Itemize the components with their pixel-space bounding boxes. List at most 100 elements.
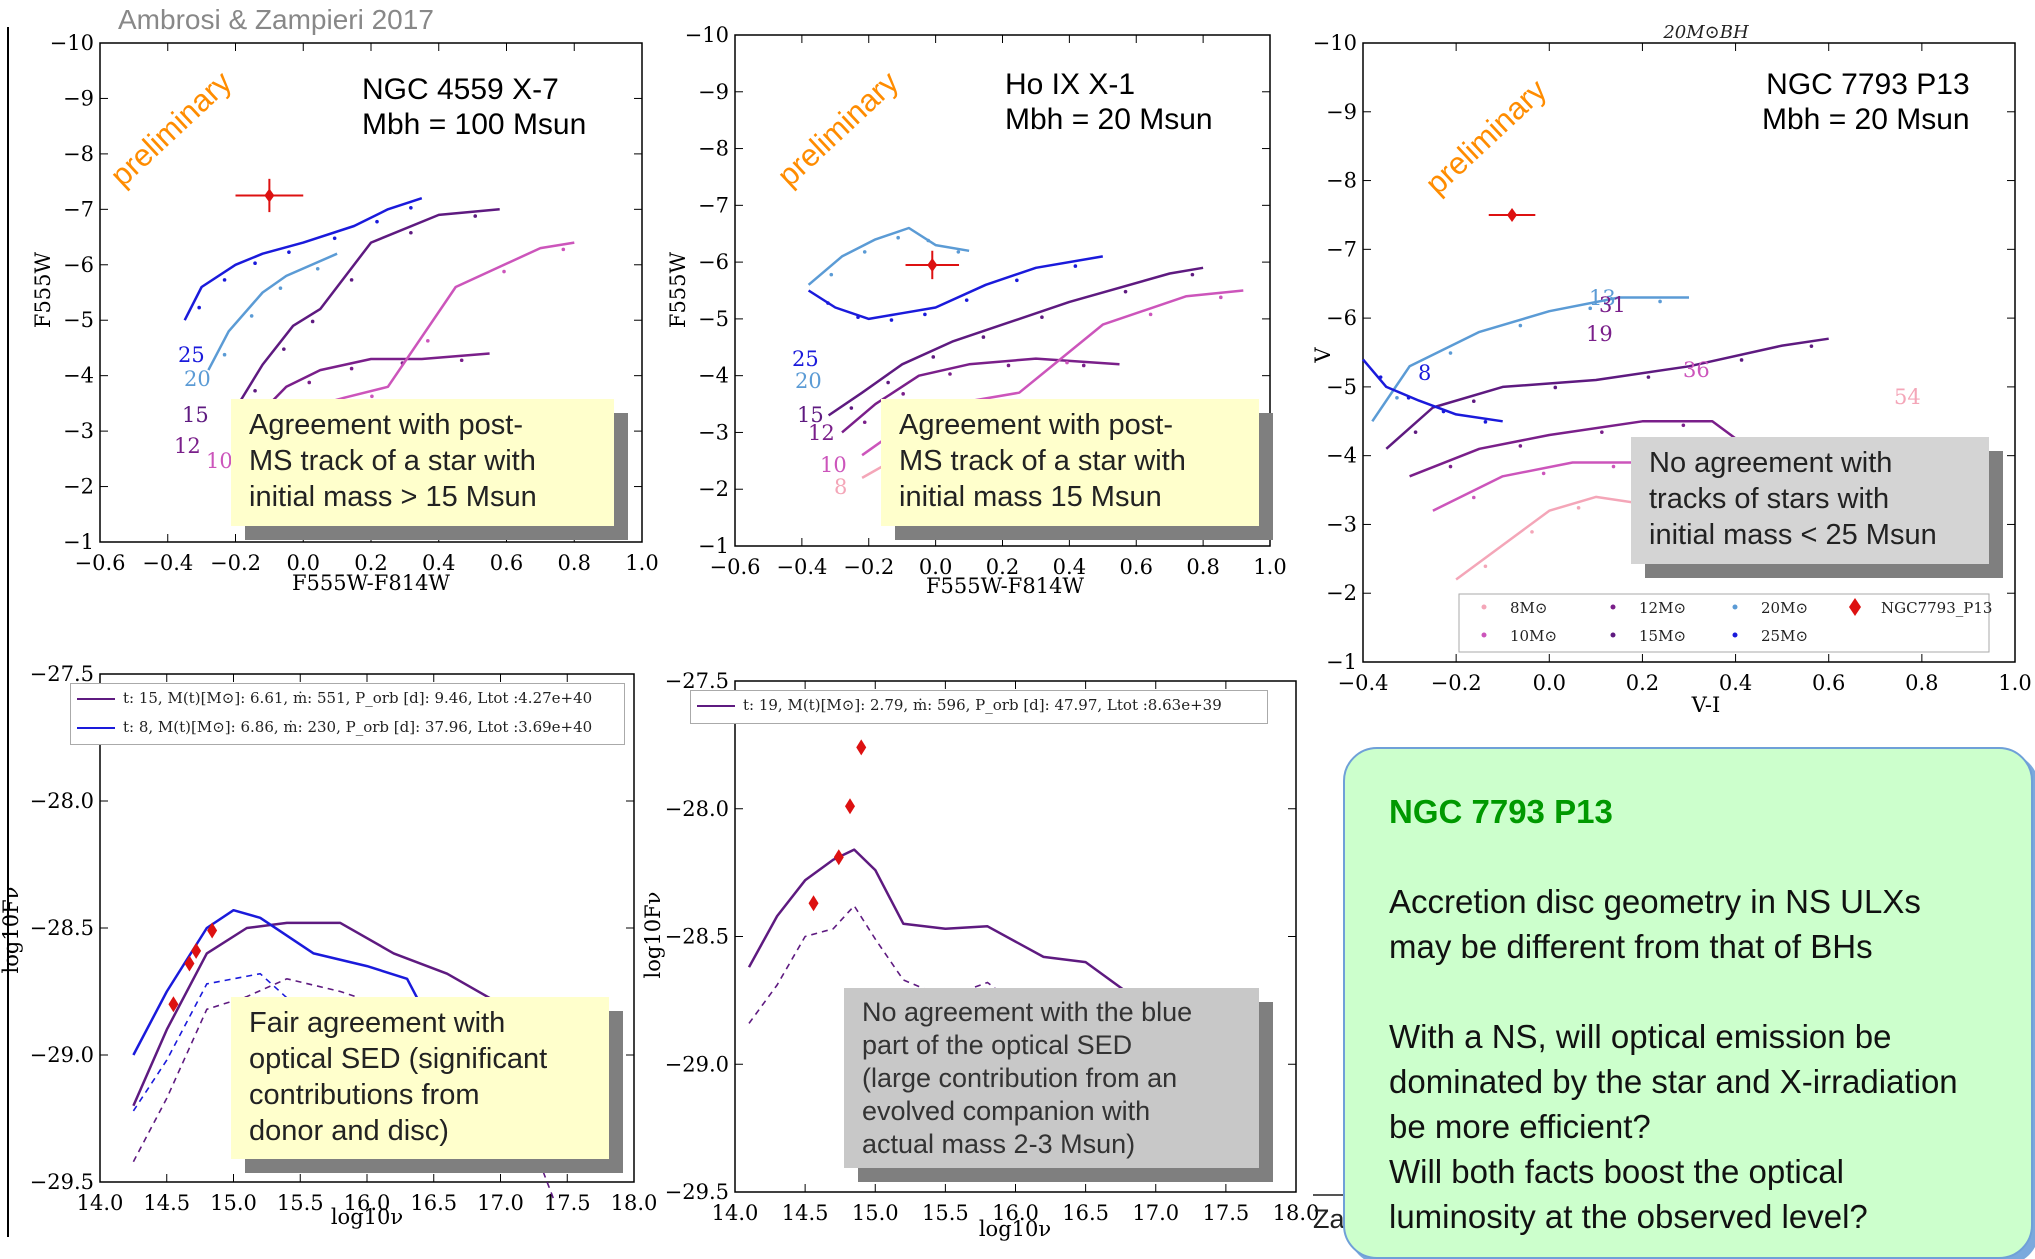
- cmd2-ytick-label: −9: [698, 80, 729, 104]
- cmd3-yaxis-label: V: [1311, 347, 1335, 364]
- cmd2-track-point: [889, 318, 894, 322]
- cmd2-xtick-label: 0.2: [986, 555, 1019, 579]
- cmd3-ytick-label: −3: [1326, 512, 1357, 536]
- cmd2-track-point: [931, 355, 936, 359]
- cmd3-track-label: 19: [1586, 322, 1613, 346]
- cmd3-xtick-label: 1.0: [1998, 671, 2031, 695]
- cmd3-ytick-label: −9: [1326, 100, 1357, 124]
- cmd2-series-line: [841, 357, 1120, 434]
- cmd3-legend-label: 15M⊙: [1639, 627, 1686, 645]
- cmd1-ytick-label: −1: [63, 530, 94, 554]
- cmd1-track-point: [409, 205, 413, 210]
- cmd3-track-label: 8: [1418, 361, 1431, 385]
- callout-paragraph-2: With a NS, will optical emission be domi…: [1389, 1018, 1958, 1145]
- cmd3-series-line: [1409, 420, 1760, 478]
- cmd3-track-point: [1378, 375, 1383, 379]
- panel3-title: NGC 7793 P13 Mbh = 20 Msun: [1762, 67, 1970, 137]
- cmd2-track-point: [1040, 315, 1044, 320]
- note-panel3-line: No agreement with: [1649, 447, 1893, 479]
- cmd2-track-point: [862, 420, 867, 425]
- note-panel1-line: initial mass > 15 Msun: [249, 481, 537, 513]
- cmd1-track-point: [459, 358, 464, 363]
- cmd3-track-point: [1406, 395, 1411, 400]
- left-margin-rule: [7, 27, 9, 1237]
- cmd3-track-label: 54: [1894, 385, 1921, 409]
- cmd2-track-label: 15: [797, 403, 824, 427]
- cmd3-legend-swatch: [1849, 598, 1861, 616]
- sed2-yaxis-label: log10Fν: [641, 892, 665, 979]
- citation: Ambrosi & Zampieri 2017: [118, 4, 434, 35]
- cmd3-track-point: [1739, 358, 1744, 362]
- cmd2-ytick-label: −10: [685, 23, 729, 47]
- cmd1-ytick-label: −2: [63, 475, 94, 499]
- cmd1-track-point: [332, 236, 337, 241]
- note-panel3-line: initial mass < 25 Msun: [1649, 519, 1937, 551]
- cmd2-track-point: [1073, 264, 1078, 268]
- cmd2-track-point: [956, 250, 961, 254]
- sed2-xtick-label: 18.0: [1273, 1201, 1320, 1225]
- cmd3-legend-label: 12M⊙: [1639, 599, 1686, 617]
- cmd1-track-point: [282, 347, 286, 351]
- sed2-xtick-label: 14.0: [712, 1201, 759, 1225]
- cmd1-ytick-label: −9: [63, 86, 94, 110]
- cmd2-track-label: 12: [808, 421, 835, 445]
- sed2-xtick-label: 14.5: [782, 1201, 829, 1225]
- sed2-obs-point: [856, 739, 867, 756]
- sed1-xtick-label: 17.5: [544, 1191, 591, 1215]
- cmd1-track-label: 15: [182, 403, 209, 427]
- callout-title: NGC 7793 P13: [1389, 793, 1613, 830]
- sed1-obs-point: [191, 942, 202, 959]
- cmd2-track-point: [1123, 289, 1128, 294]
- cmd1-series-line: [258, 352, 490, 416]
- cmd2-track-point: [923, 312, 927, 317]
- note-panel5-line: part of the optical SED: [862, 1030, 1133, 1060]
- cmd3-track-point: [1681, 423, 1686, 428]
- cmd3-obs-point: [1507, 207, 1518, 222]
- footer-rule: [1313, 1194, 1353, 1196]
- cmd3-ytick-label: −2: [1326, 581, 1357, 605]
- sed1-legend: t: 15, M(t)[M⊙]: 6.61, ṁ: 551, P_orb [d]…: [70, 683, 625, 745]
- note-panel4-line: Fair agreement with: [249, 1007, 506, 1039]
- cmd1-xtick-label: −0.6: [75, 551, 126, 575]
- cmd3-xtick-label: 0.8: [1905, 671, 1938, 695]
- cmd3-track-point: [1530, 530, 1534, 534]
- cmd2-track-point: [886, 380, 890, 385]
- cmd1-ytick-label: −7: [63, 197, 94, 221]
- cmd3-track-point: [1611, 464, 1616, 469]
- cmd3-track-point: [1541, 471, 1546, 476]
- cmd3-xtick-label: 0.4: [1719, 671, 1752, 695]
- cmd2-ytick-label: −6: [698, 250, 729, 274]
- cmd1-track-point: [307, 380, 312, 385]
- cmd1-ytick-label: −8: [63, 142, 94, 166]
- sed2-xtick-label: 17.0: [1132, 1201, 1179, 1225]
- cmd3-track-point: [1471, 399, 1476, 404]
- cmd3-xtick-label: 0.6: [1812, 671, 1845, 695]
- cmd2-xtick-label: 1.0: [1253, 555, 1286, 579]
- note-panel3-line: tracks of stars with: [1649, 483, 1890, 515]
- cmd1-track-point: [409, 230, 413, 235]
- cmd3-ytick-label: −6: [1326, 306, 1357, 330]
- panel2-title-line1: Ho IX X-1: [1005, 68, 1136, 101]
- cmd2-xtick-label: −0.2: [843, 555, 894, 579]
- sed1-ytick-label: −28.0: [30, 789, 94, 813]
- cmd1-track-point: [370, 394, 374, 399]
- cmd2-ytick-label: −5: [698, 307, 729, 331]
- callout-paragraph-3: Will both facts boost the optical lumino…: [1389, 1153, 1868, 1235]
- cmd1-track-point: [287, 250, 291, 254]
- cmd3-track-point: [1646, 375, 1651, 379]
- cmd2-track-point: [1081, 363, 1086, 368]
- note-panel2-line: Agreement with post-: [899, 409, 1174, 441]
- cmd3-top-label: 20M⊙BH: [1662, 22, 1749, 43]
- cmd1-track-point: [310, 319, 315, 324]
- sed2-ytick-label: −27.5: [665, 669, 729, 693]
- note-panel4-line: optical SED (significant: [249, 1043, 548, 1075]
- cmd2-chart: −0.6 −0.4 −0.2 0.0 0.2 0.4 0.6 0.8 1.0 −10 −9 −8 −7 −…: [666, 23, 1287, 598]
- cmd3-xtick-label: 0.0: [1533, 671, 1566, 695]
- cmd1-track-point: [349, 366, 354, 371]
- cmd3-legend-swatch: [1481, 632, 1487, 638]
- cmd3-legend-label: 8M⊙: [1510, 599, 1547, 617]
- cmd1-ytick-label: −10: [50, 31, 94, 55]
- cmd2-track-point: [849, 406, 854, 410]
- cmd1-track-point: [502, 269, 506, 274]
- cmd3-track-point: [1483, 420, 1488, 424]
